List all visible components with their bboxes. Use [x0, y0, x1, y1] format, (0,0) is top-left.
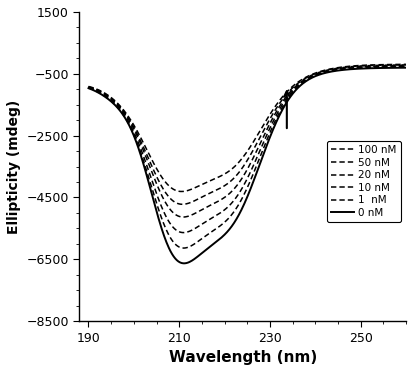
Legend: 100 nM, 50 nM, 20 nM, 10 nM, 1  nM, 0 nM: 100 nM, 50 nM, 20 nM, 10 nM, 1 nM, 0 nM: [327, 141, 401, 222]
Y-axis label: Ellipticity (mdeg): Ellipticity (mdeg): [7, 99, 21, 234]
X-axis label: Wavelength (nm): Wavelength (nm): [169, 350, 317, 365]
